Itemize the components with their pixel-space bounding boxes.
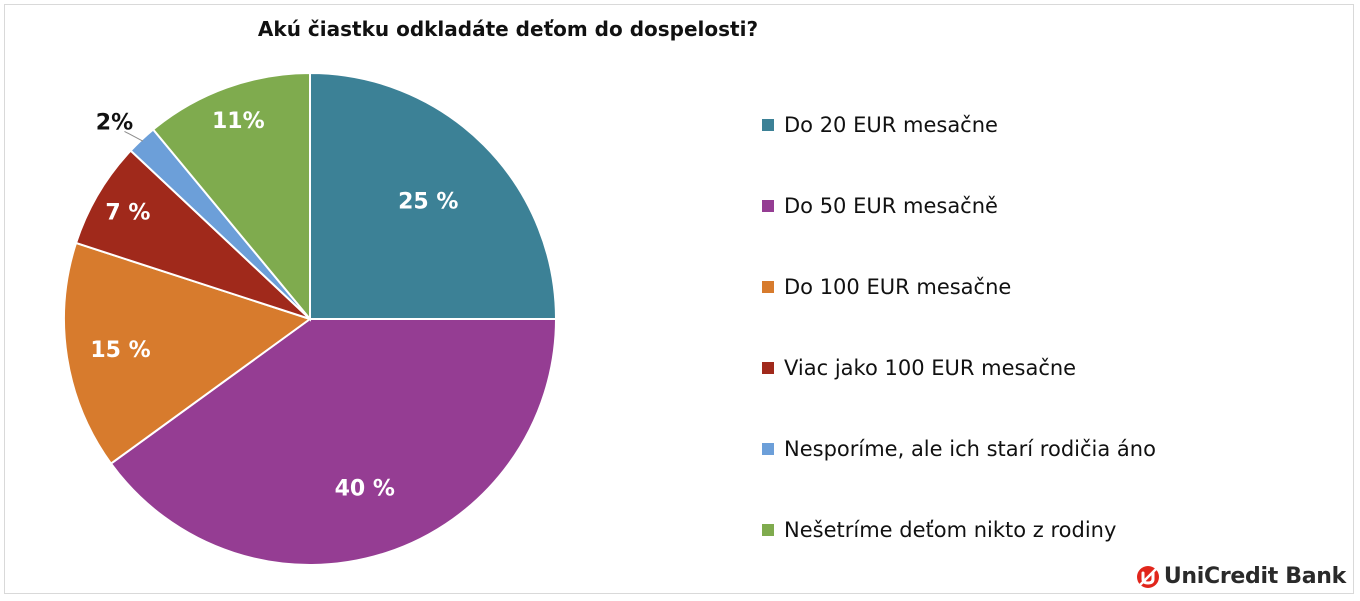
data-label-2: 40 % (335, 476, 395, 501)
legend-swatch-4 (762, 362, 774, 374)
legend-swatch-2 (762, 200, 774, 212)
legend-swatch-3 (762, 281, 774, 293)
pie-slice-1 (309, 71, 558, 320)
legend-label-2: Do 50 EUR mesačně (784, 194, 998, 218)
pie-slice-4 (74, 149, 311, 320)
legend-label-1: Do 20 EUR mesačne (784, 113, 998, 137)
brand-name: UniCredit Bank (1163, 564, 1346, 589)
data-label-5: 2% (96, 110, 133, 135)
legend-label-6: Nešetríme deťom nikto z rodiny (784, 518, 1116, 542)
data-label-3: 15 % (90, 338, 150, 363)
data-label-6: 11% (212, 109, 265, 134)
pie-data-labels: 25 % 40 % 15 % 7 % 2% 11% (90, 109, 458, 502)
legend-label-4: Viac jako 100 EUR mesačne (784, 356, 1076, 380)
data-label-1: 25 % (398, 190, 458, 215)
legend-swatch-5 (762, 443, 774, 455)
legend-swatch-6 (762, 524, 774, 536)
chart-title: Akú čiastku odkladáte deťom do dospelost… (258, 17, 758, 41)
legend-label-5: Nesporíme, ale ich starí rodičia áno (784, 437, 1156, 461)
legend-label-3: Do 100 EUR mesačne (784, 275, 1011, 299)
pie-slice-6 (151, 71, 311, 322)
pie-slices (63, 71, 558, 566)
pie-slice-2 (109, 318, 558, 566)
pie-slice-3 (63, 241, 313, 465)
data-label-4: 7 % (105, 200, 150, 225)
legend-swatch-1 (762, 119, 774, 131)
legend: Do 20 EUR mesačne Do 50 EUR mesačně Do 100… (762, 113, 1156, 542)
leader-line-5 (124, 130, 144, 142)
unicredit-logo-icon (1136, 565, 1159, 588)
unicredit-logo: UniCredit Bank (1136, 564, 1346, 589)
